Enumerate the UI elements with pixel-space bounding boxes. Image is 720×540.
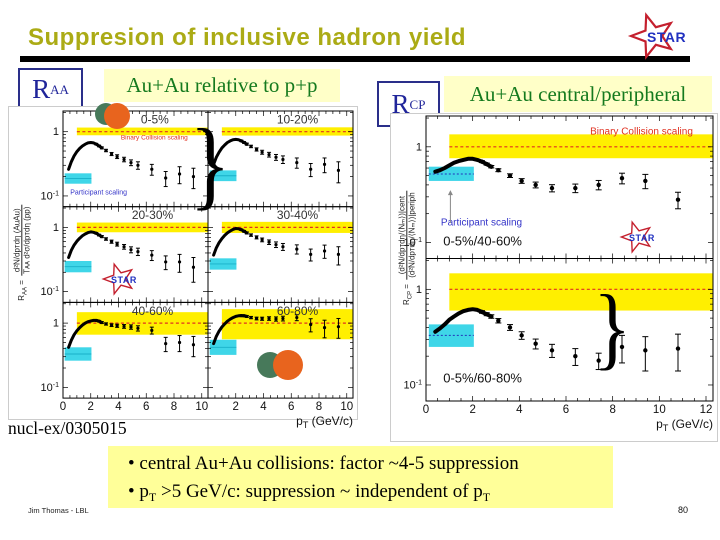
svg-text:1: 1 xyxy=(416,284,422,296)
svg-text:4: 4 xyxy=(516,404,523,416)
svg-text:2: 2 xyxy=(233,401,239,413)
svg-text:10-1: 10-1 xyxy=(41,286,60,298)
svg-text:10: 10 xyxy=(340,401,353,413)
summary-line: • central Au+Au collisions: factor ~4-5 … xyxy=(128,453,519,474)
svg-text:Binary Collision scaling: Binary Collision scaling xyxy=(590,127,693,138)
svg-text:0-5%: 0-5% xyxy=(141,112,169,126)
rcp-plot: Binary Collision scaling Participant scal… xyxy=(404,115,714,433)
star-logo-icon: STAR xyxy=(627,12,686,60)
svg-text:2: 2 xyxy=(469,404,475,416)
star-logo-icon: STAR xyxy=(101,262,137,296)
svg-text:Participant scaling: Participant scaling xyxy=(70,189,127,196)
svg-text:0: 0 xyxy=(60,401,66,413)
svg-text:1: 1 xyxy=(53,318,59,330)
svg-text:2: 2 xyxy=(88,401,94,413)
rcp-label: R xyxy=(391,88,410,119)
title-underline xyxy=(20,56,690,62)
svg-text:40-60%: 40-60% xyxy=(132,304,174,318)
svg-text:12: 12 xyxy=(700,404,713,416)
svg-text:30-40%: 30-40% xyxy=(277,208,319,222)
star-wordmark: STAR xyxy=(647,29,686,45)
rcp-heading: Au+Au central/peripheral xyxy=(444,76,712,112)
svg-text:10-1: 10-1 xyxy=(404,379,423,391)
page-number: 80 xyxy=(678,505,689,515)
reference-text: nucl-ex/0305015 xyxy=(8,418,127,438)
svg-text:60-80%: 60-80% xyxy=(277,304,319,318)
svg-text:Participant scaling: Participant scaling xyxy=(441,218,522,229)
svg-text:1: 1 xyxy=(53,126,59,138)
star-wordmark: STAR xyxy=(111,275,137,285)
orange-dot-icon xyxy=(273,350,303,380)
svg-text:10: 10 xyxy=(653,404,666,416)
raa-label-box: R AA xyxy=(18,68,83,111)
brace-annotation: } xyxy=(189,108,231,219)
svg-text:pT (GeV/c): pT (GeV/c) xyxy=(296,414,353,430)
svg-text:10-1: 10-1 xyxy=(41,382,60,394)
svg-text:0: 0 xyxy=(423,404,429,416)
summary-box: • central Au+Au collisions: factor ~4-5 … xyxy=(108,446,613,508)
raa-figure: 0-5% Binary Collision scaling Participant … xyxy=(8,106,358,430)
star-wordmark: STAR xyxy=(629,233,655,243)
svg-text:Binary Collision scaling: Binary Collision scaling xyxy=(121,135,188,142)
svg-text:0-5%/40-60%: 0-5%/40-60% xyxy=(443,234,522,249)
author-credit: Jim Thomas - LBL xyxy=(28,506,89,515)
star-logo-icon: STAR xyxy=(619,220,655,254)
raa-heading: Au+Au relative to p+p xyxy=(104,69,340,102)
orange-dot-icon xyxy=(104,103,130,129)
svg-text:8: 8 xyxy=(171,401,177,413)
raa-axis-label: RAA = d²N/dpᴛdη (AuAu) Tᴀᴀ d²σ/dpᴛdη (pp) xyxy=(12,204,32,301)
svg-text:4: 4 xyxy=(115,401,122,413)
svg-text:8: 8 xyxy=(609,404,615,416)
raa-label: R xyxy=(32,74,51,104)
svg-text:6: 6 xyxy=(563,404,569,416)
svg-text:20-30%: 20-30% xyxy=(132,208,174,222)
summary-line: • pT >5 GeV/c: suppression ~ independent… xyxy=(128,481,491,504)
raa-plot: 0-5% Binary Collision scaling Participant … xyxy=(41,110,354,430)
svg-text:8: 8 xyxy=(316,401,322,413)
svg-text:10: 10 xyxy=(195,401,208,413)
svg-text:1: 1 xyxy=(416,141,422,153)
svg-text:1: 1 xyxy=(53,222,59,234)
rcp-axis-label: RCP = (d²N/dpᴛdη/⟨Nₘ⟩)|cent (d²N/dpᴛdη/⟨N… xyxy=(397,190,417,306)
svg-text:6: 6 xyxy=(143,401,149,413)
svg-text:0-5%/60-80%: 0-5%/60-80% xyxy=(443,370,522,385)
svg-text:pT (GeV/c): pT (GeV/c) xyxy=(656,417,713,433)
svg-text:10-20%: 10-20% xyxy=(277,112,319,126)
brace-annotation: } xyxy=(593,276,631,378)
page-title: Suppresion of inclusive hadron yield xyxy=(28,24,467,51)
svg-text:10-1: 10-1 xyxy=(41,190,60,202)
rcp-figure: Binary Collision scaling Participant scal… xyxy=(390,113,718,442)
svg-text:4: 4 xyxy=(260,401,267,413)
svg-text:6: 6 xyxy=(288,401,294,413)
